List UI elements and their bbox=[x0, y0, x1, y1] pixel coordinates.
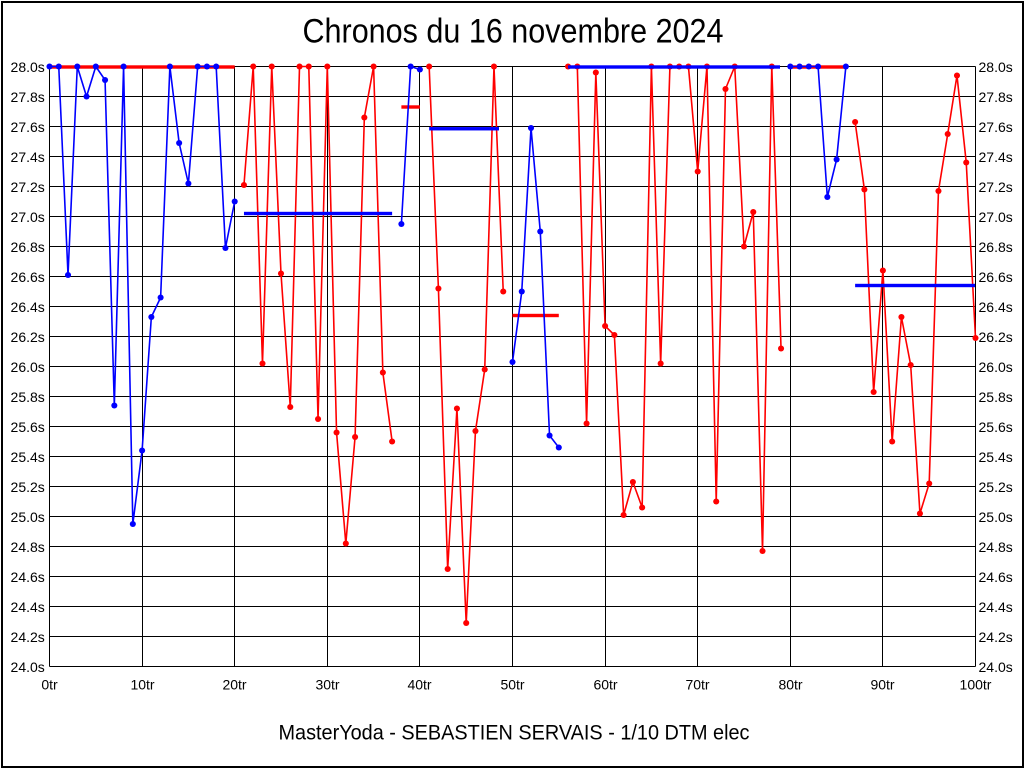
svg-text:28.0s: 28.0s bbox=[11, 59, 45, 75]
svg-text:26.0s: 26.0s bbox=[979, 359, 1013, 375]
svg-text:27.8s: 27.8s bbox=[979, 89, 1013, 105]
svg-text:24.0s: 24.0s bbox=[979, 659, 1013, 675]
svg-text:Chronos du 16 novembre 2024: Chronos du 16 novembre 2024 bbox=[303, 13, 724, 51]
svg-text:MasterYoda - SEBASTIEN SERVAIS: MasterYoda - SEBASTIEN SERVAIS - 1/10 DT… bbox=[279, 722, 750, 745]
svg-text:100tr: 100tr bbox=[960, 676, 992, 692]
svg-text:28.0s: 28.0s bbox=[979, 59, 1013, 75]
svg-text:26.8s: 26.8s bbox=[11, 239, 45, 255]
svg-text:25.0s: 25.0s bbox=[11, 509, 45, 525]
svg-text:25.4s: 25.4s bbox=[11, 449, 45, 465]
svg-text:27.6s: 27.6s bbox=[979, 119, 1013, 135]
svg-text:27.4s: 27.4s bbox=[979, 149, 1013, 165]
svg-text:40tr: 40tr bbox=[407, 676, 431, 692]
svg-text:26.4s: 26.4s bbox=[11, 299, 45, 315]
svg-text:25.6s: 25.6s bbox=[11, 419, 45, 435]
svg-text:25.0s: 25.0s bbox=[979, 509, 1013, 525]
svg-text:27.0s: 27.0s bbox=[979, 209, 1013, 225]
svg-text:24.0s: 24.0s bbox=[11, 659, 45, 675]
svg-text:26.6s: 26.6s bbox=[11, 269, 45, 285]
svg-text:0tr: 0tr bbox=[41, 676, 58, 692]
svg-text:70tr: 70tr bbox=[685, 676, 709, 692]
svg-text:80tr: 80tr bbox=[778, 676, 802, 692]
svg-text:24.8s: 24.8s bbox=[11, 539, 45, 555]
svg-text:27.2s: 27.2s bbox=[979, 179, 1013, 195]
svg-text:27.2s: 27.2s bbox=[11, 179, 45, 195]
svg-text:24.6s: 24.6s bbox=[11, 569, 45, 585]
svg-text:24.4s: 24.4s bbox=[11, 599, 45, 615]
svg-text:25.8s: 25.8s bbox=[11, 389, 45, 405]
svg-text:26.2s: 26.2s bbox=[979, 329, 1013, 345]
svg-text:24.4s: 24.4s bbox=[979, 599, 1013, 615]
svg-text:24.2s: 24.2s bbox=[11, 629, 45, 645]
svg-text:90tr: 90tr bbox=[870, 676, 894, 692]
svg-text:26.2s: 26.2s bbox=[11, 329, 45, 345]
svg-text:27.6s: 27.6s bbox=[11, 119, 45, 135]
svg-text:24.6s: 24.6s bbox=[979, 569, 1013, 585]
svg-text:25.4s: 25.4s bbox=[979, 449, 1013, 465]
svg-text:26.8s: 26.8s bbox=[979, 239, 1013, 255]
svg-text:26.6s: 26.6s bbox=[979, 269, 1013, 285]
svg-text:25.8s: 25.8s bbox=[979, 389, 1013, 405]
svg-text:50tr: 50tr bbox=[500, 676, 524, 692]
svg-text:27.4s: 27.4s bbox=[11, 149, 45, 165]
svg-text:24.8s: 24.8s bbox=[979, 539, 1013, 555]
svg-text:60tr: 60tr bbox=[593, 676, 617, 692]
svg-text:26.0s: 26.0s bbox=[11, 359, 45, 375]
svg-text:30tr: 30tr bbox=[315, 676, 339, 692]
svg-text:27.8s: 27.8s bbox=[11, 89, 45, 105]
svg-text:24.2s: 24.2s bbox=[979, 629, 1013, 645]
svg-text:26.4s: 26.4s bbox=[979, 299, 1013, 315]
svg-text:10tr: 10tr bbox=[130, 676, 154, 692]
svg-text:25.2s: 25.2s bbox=[11, 479, 45, 495]
svg-text:20tr: 20tr bbox=[222, 676, 246, 692]
svg-text:25.2s: 25.2s bbox=[979, 479, 1013, 495]
svg-text:27.0s: 27.0s bbox=[11, 209, 45, 225]
svg-text:25.6s: 25.6s bbox=[979, 419, 1013, 435]
